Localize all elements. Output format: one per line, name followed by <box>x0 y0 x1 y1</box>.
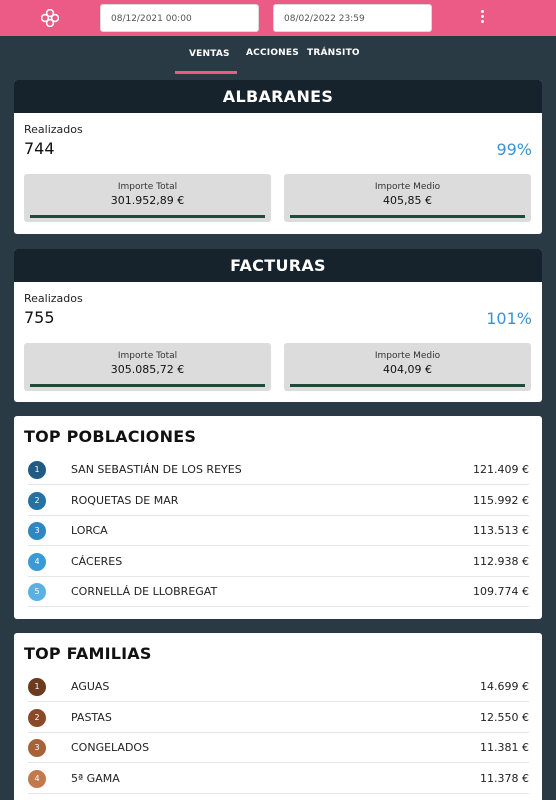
tab-acciones[interactable]: ACCIONES <box>246 48 299 58</box>
date-from-input[interactable]: 08/12/2021 00:00 <box>100 4 259 32</box>
row-name: SAN SEBASTIÁN DE LOS REYES <box>71 463 242 476</box>
row-value: 113.513 € <box>473 524 529 537</box>
metric-label: Importe Medio <box>374 182 441 192</box>
rank-badge: 5 <box>28 583 46 601</box>
list-item[interactable]: 4 5ª GAMA 11.378 € <box>28 763 529 794</box>
rank-badge: 3 <box>28 522 46 540</box>
facturas-importe-medio: Importe Medio 404,09 € <box>284 343 531 391</box>
row-name: CONGELADOS <box>71 741 150 754</box>
row-name: PASTAS <box>71 710 112 724</box>
rank-badge: 1 <box>28 461 46 479</box>
top-poblaciones-title: TOP POBLACIONES <box>24 427 197 446</box>
metric-bar <box>290 215 525 218</box>
row-value: 12.550 € <box>480 710 529 724</box>
top-bar: 08/12/2021 00:00 08/02/2022 23:59 <box>0 0 556 36</box>
active-tab-indicator <box>175 71 237 74</box>
list-item[interactable]: 4 CÁCERES 112.938 € <box>28 546 529 577</box>
row-name: ROQUETAS DE MAR <box>71 493 179 507</box>
rank-badge: 4 <box>28 769 46 788</box>
albaranes-importe-medio: Importe Medio 405,85 € <box>284 174 531 222</box>
list-item[interactable]: 2 ROQUETAS DE MAR 115.992 € <box>28 485 529 516</box>
top-familias-card: TOP FAMILIAS 1 AGUAS 14.699 € 2 PASTAS 12.550… <box>14 633 542 800</box>
list-item[interactable]: 5 CORNELLÁ DE LLOBREGAT 109.774 € <box>28 576 529 607</box>
rank-badge: 1 <box>28 678 46 696</box>
row-value: 115.992 € <box>473 493 529 507</box>
facturas-importe-total: Importe Total 305.085,72 € <box>24 343 271 391</box>
metric-label: Importe Total <box>117 182 178 192</box>
albaranes-importe-total: Importe Total 301.952,89 € <box>24 174 271 222</box>
tab-transito[interactable]: TRÁNSITO <box>307 48 360 58</box>
list-item[interactable]: 2 PASTAS 12.550 € <box>28 702 529 733</box>
list-item[interactable]: 3 CONGELADOS 11.381 € <box>28 732 529 763</box>
row-name: CORNELLÁ DE LLOBREGAT <box>71 585 218 598</box>
row-value: 121.409 € <box>473 463 529 476</box>
facturas-percent: 101% <box>486 309 532 328</box>
metric-bar <box>30 384 265 387</box>
date-to-input[interactable]: 08/02/2022 23:59 <box>273 4 432 32</box>
rank-badge: 2 <box>28 708 46 727</box>
facturas-realizados-value: 755 <box>24 308 55 327</box>
row-value: 11.381 € <box>480 741 529 754</box>
tab-bar: VENTAS ACCIONES TRÁNSITO <box>0 36 556 75</box>
facturas-title: FACTURAS <box>14 249 542 282</box>
albaranes-realizados-value: 744 <box>24 139 55 158</box>
metric-bar <box>30 215 265 218</box>
list-item[interactable]: 1 SAN SEBASTIÁN DE LOS REYES 121.409 € <box>28 454 529 485</box>
metric-value: 305.085,72 € <box>110 363 185 376</box>
row-value: 109.774 € <box>473 585 529 598</box>
metric-value: 301.952,89 € <box>110 194 185 207</box>
facturas-card: FACTURAS Realizados 755 101% Importe Tot… <box>14 249 542 402</box>
row-name: AGUAS <box>71 680 110 693</box>
albaranes-card: ALBARANES Realizados 744 99% Importe Tot… <box>14 80 542 234</box>
metric-value: 404,09 € <box>383 363 432 376</box>
metric-bar <box>290 384 525 387</box>
tab-ventas[interactable]: VENTAS <box>189 49 230 59</box>
rank-badge: 3 <box>28 739 46 757</box>
rank-badge: 2 <box>28 491 46 510</box>
row-value: 14.699 € <box>480 680 529 693</box>
cross-logo-icon[interactable] <box>41 9 59 27</box>
albaranes-percent: 99% <box>496 140 532 159</box>
row-value: 11.378 € <box>480 771 529 785</box>
row-name: LORCA <box>71 524 108 537</box>
list-item[interactable]: 3 LORCA 113.513 € <box>28 515 529 546</box>
list-item[interactable]: 1 AGUAS 14.699 € <box>28 671 529 702</box>
top-familias-title: TOP FAMILIAS <box>24 644 152 663</box>
metric-label: Importe Medio <box>374 351 441 361</box>
metric-value: 405,85 € <box>383 194 432 207</box>
albaranes-title: ALBARANES <box>14 80 542 113</box>
row-name: CÁCERES <box>71 554 123 568</box>
kebab-menu-icon[interactable] <box>478 10 486 26</box>
facturas-realizados-label: Realizados <box>24 292 83 305</box>
albaranes-realizados-label: Realizados <box>24 123 83 136</box>
rank-badge: 4 <box>28 552 46 571</box>
top-poblaciones-card: TOP POBLACIONES 1 SAN SEBASTIÁN DE LOS RE… <box>14 416 542 619</box>
row-name: 5ª GAMA <box>71 771 120 785</box>
metric-label: Importe Total <box>117 351 178 361</box>
row-value: 112.938 € <box>473 554 529 568</box>
